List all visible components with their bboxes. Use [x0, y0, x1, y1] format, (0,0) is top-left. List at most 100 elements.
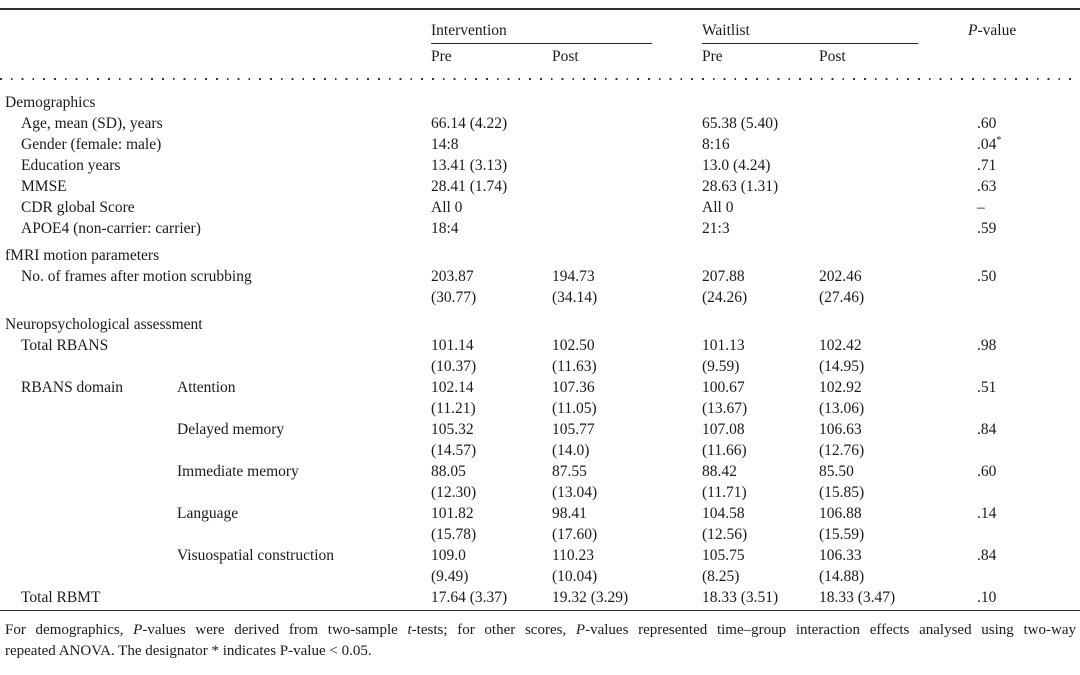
- intervention-pre-cell: All 0: [431, 197, 552, 218]
- footnote-line2: repeated ANOVA. The designator * indicat…: [5, 642, 372, 659]
- header-spacer: [5, 44, 431, 70]
- waitlist-post-cell: [819, 134, 968, 155]
- waitlist-pre-cell: 207.88 (24.26): [702, 266, 819, 308]
- mean-value: 105.77: [552, 421, 595, 438]
- footnote-text: For demographics,: [5, 622, 134, 638]
- table-row: APOE4 (non-carrier: carrier) 18:4 21:3 .59: [5, 218, 1076, 239]
- mean-value: All 0: [702, 199, 734, 216]
- intervention-post-cell: 102.50 (11.63): [552, 335, 702, 377]
- p-value-cell: .51: [968, 377, 1076, 419]
- mean-value: 106.63: [819, 421, 862, 438]
- mean-value: 65.38 (5.40): [702, 115, 779, 132]
- intervention-pre-cell: 101.14 (10.37): [431, 335, 552, 377]
- mean-value: 100.67: [702, 379, 745, 396]
- row-sublabel: Attention: [177, 379, 236, 396]
- row-label: Education years: [21, 157, 121, 174]
- intervention-pre-cell: 17.64 (3.37): [431, 587, 552, 608]
- sd-value: (12.76): [819, 442, 865, 459]
- row-sublabel: Visuospatial construction: [177, 547, 335, 564]
- sd-value: (12.56): [702, 526, 748, 543]
- intervention-post-cell: 105.77 (14.0): [552, 419, 702, 461]
- results-table: Intervention Waitlist P-value Pre Post P…: [0, 12, 1080, 608]
- p-value-cell: .60: [968, 461, 1076, 503]
- intervention-post-cell: [552, 176, 702, 197]
- intervention-post-cell: 194.73 (34.14): [552, 266, 702, 308]
- mean-value: 202.46: [819, 268, 862, 285]
- p-value: .98: [977, 337, 997, 354]
- sd-value: (30.77): [431, 289, 477, 306]
- p-value: .60: [977, 463, 997, 480]
- p-value-header-rest: -value: [977, 22, 1017, 39]
- sd-value: (15.59): [819, 526, 865, 543]
- p-value: .84: [977, 547, 997, 564]
- mean-value: 105.75: [702, 547, 745, 564]
- table-row: Education years 13.41 (3.13) 13.0 (4.24) .7…: [5, 155, 1076, 176]
- p-value-cell: .84: [968, 419, 1076, 461]
- waitlist-post-cell: 85.50 (15.85): [819, 461, 968, 503]
- row-label: Total RBMT: [21, 589, 101, 606]
- p-value: .51: [977, 379, 997, 396]
- intervention-group-label: Intervention: [431, 20, 653, 44]
- row-label: [5, 419, 177, 461]
- table-row: Gender (female: male) 14:8 8:16 .04*: [5, 134, 1076, 155]
- mean-value: 104.58: [702, 505, 745, 522]
- p-value-cell: .98: [968, 335, 1076, 377]
- p-value: .84: [977, 421, 997, 438]
- waitlist-post-cell: [819, 155, 968, 176]
- p-value-header-italic: P: [968, 22, 978, 39]
- intervention-pre-cell: 101.82 (15.78): [431, 503, 552, 545]
- row-label: [5, 461, 177, 503]
- sd-value: (13.04): [552, 484, 598, 501]
- p-value-cell: .10: [968, 587, 1076, 608]
- row-label: [5, 545, 177, 587]
- p-value: .59: [977, 220, 997, 237]
- sd-value: (27.46): [819, 289, 865, 306]
- sd-value: (9.49): [431, 568, 469, 585]
- waitlist-pre-cell: 104.58 (12.56): [702, 503, 819, 545]
- row-label: Total RBANS: [21, 337, 109, 354]
- section-label: Demographics: [5, 94, 96, 111]
- table-row: Delayed memory 105.32 (14.57) 105.77 (14.0) 1…: [5, 419, 1076, 461]
- paper-table-page: Intervention Waitlist P-value Pre Post P…: [0, 8, 1080, 661]
- intervention-post-header: Post: [552, 48, 579, 65]
- waitlist-pre-cell: 65.38 (5.40): [702, 113, 819, 134]
- mean-value: 28.41 (1.74): [431, 178, 508, 195]
- intervention-pre-cell: 109.0 (9.49): [431, 545, 552, 587]
- mean-value: 101.14: [431, 337, 474, 354]
- row-label: CDR global Score: [21, 199, 135, 216]
- mean-value: 102.14: [431, 379, 474, 396]
- sd-value: (14.0): [552, 442, 590, 459]
- mean-value: 18:4: [431, 220, 459, 237]
- mean-value: 18.33 (3.51): [702, 589, 779, 606]
- sd-value: (13.06): [819, 400, 865, 417]
- mean-value: 107.08: [702, 421, 745, 438]
- sd-value: (11.05): [552, 400, 597, 417]
- row-label: Gender (female: male): [21, 136, 162, 153]
- mean-value: All 0: [431, 199, 463, 216]
- mean-value: 14:8: [431, 136, 459, 153]
- sd-value: (10.04): [552, 568, 598, 585]
- row-sublabel: Language: [177, 505, 239, 522]
- table-row: Total RBMT 17.64 (3.37) 19.32 (3.29) 18.33 …: [5, 587, 1076, 608]
- sd-value: (13.67): [702, 400, 748, 417]
- waitlist-pre-cell: 18.33 (3.51): [702, 587, 819, 608]
- mean-value: 102.50: [552, 337, 595, 354]
- p-value: .50: [977, 268, 997, 285]
- mean-value: 28.63 (1.31): [702, 178, 779, 195]
- intervention-post-cell: [552, 197, 702, 218]
- intervention-post-cell: 98.41 (17.60): [552, 503, 702, 545]
- sd-value: (17.60): [552, 526, 598, 543]
- waitlist-pre-cell: 107.08 (11.66): [702, 419, 819, 461]
- sd-value: (24.26): [702, 289, 748, 306]
- intervention-post-cell: [552, 134, 702, 155]
- intervention-group-header: Intervention: [431, 12, 702, 44]
- table-body: Demographics Age, mean (SD), years 66.14 (…: [5, 86, 1076, 608]
- intervention-pre-cell: 18:4: [431, 218, 552, 239]
- waitlist-pre-cell: 101.13 (9.59): [702, 335, 819, 377]
- intervention-pre-cell: 28.41 (1.74): [431, 176, 552, 197]
- waitlist-post-cell: 106.63 (12.76): [819, 419, 968, 461]
- mean-value: 21:3: [702, 220, 730, 237]
- significance-asterisk: *: [996, 134, 1002, 146]
- p-value-cell: .59: [968, 218, 1076, 239]
- mean-value: 19.32 (3.29): [552, 589, 629, 606]
